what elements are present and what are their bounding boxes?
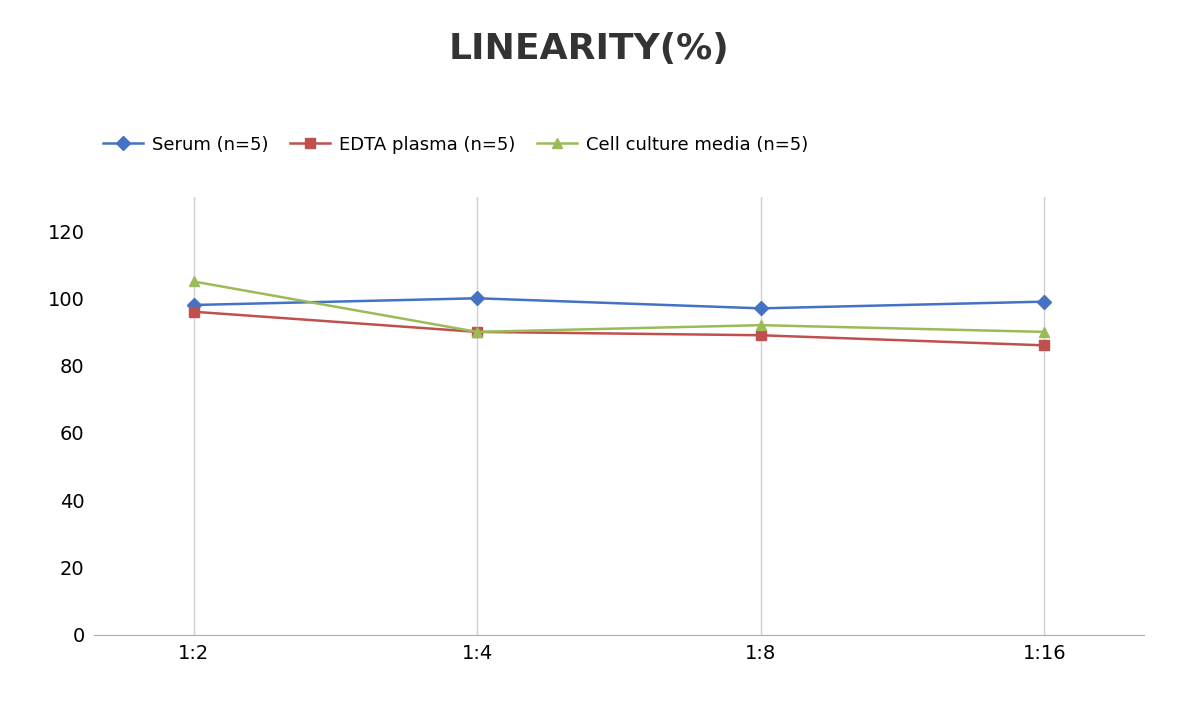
Serum (n=5) [1038, 298, 1052, 306]
Line: Serum (n=5): Serum (n=5) [189, 293, 1049, 313]
Line: Cell culture media (n=5): Cell culture media (n=5) [189, 276, 1049, 337]
Cell culture media (n=5) [186, 277, 200, 286]
EDTA plasma (n=5) [470, 328, 485, 336]
EDTA plasma (n=5) [186, 307, 200, 316]
Cell culture media (n=5) [753, 321, 768, 329]
EDTA plasma (n=5) [753, 331, 768, 340]
Serum (n=5) [753, 304, 768, 312]
Legend: Serum (n=5), EDTA plasma (n=5), Cell culture media (n=5): Serum (n=5), EDTA plasma (n=5), Cell cul… [104, 136, 808, 154]
Text: LINEARITY(%): LINEARITY(%) [449, 32, 730, 66]
EDTA plasma (n=5) [1038, 341, 1052, 350]
Serum (n=5) [470, 294, 485, 302]
Line: EDTA plasma (n=5): EDTA plasma (n=5) [189, 307, 1049, 350]
Cell culture media (n=5) [470, 328, 485, 336]
Serum (n=5) [186, 301, 200, 309]
Cell culture media (n=5) [1038, 328, 1052, 336]
